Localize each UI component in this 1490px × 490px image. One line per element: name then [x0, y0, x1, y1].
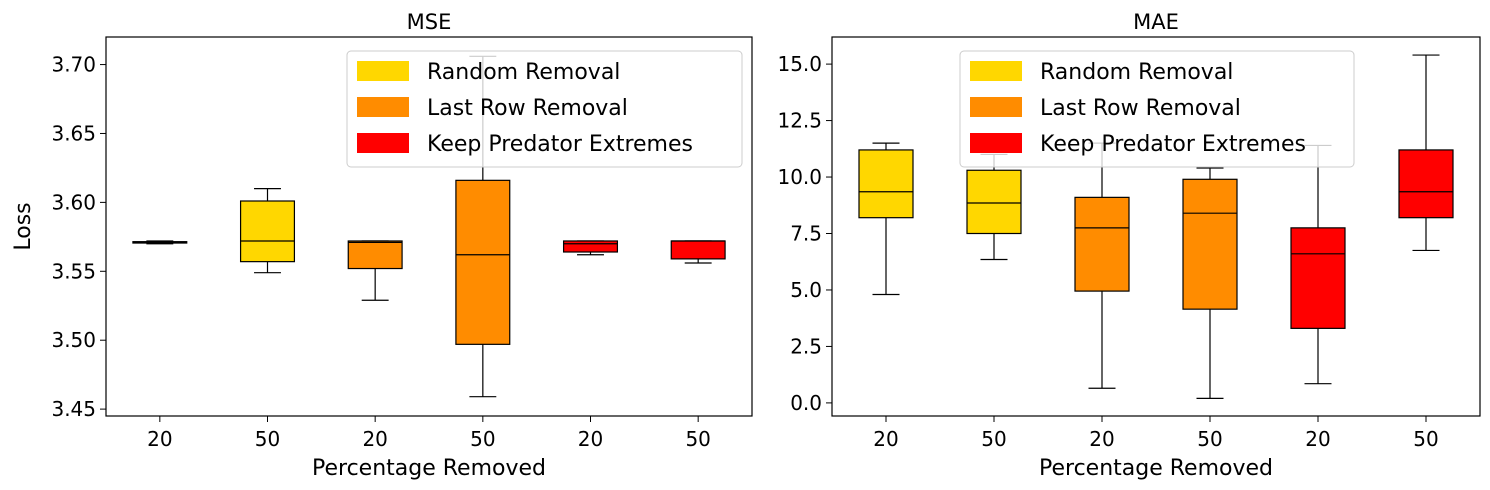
box-keep-predator-extremes-50: [670, 240, 726, 264]
y-tick-label: 12.5: [777, 109, 822, 133]
box-keep-predator-extremes-50: [1398, 54, 1454, 252]
y-tick-label: 3.55: [51, 259, 96, 283]
x-tick-label: 20: [362, 427, 387, 451]
chart-panel-mse: MSE 3.45 3.50 3.55 3.60 3.65 3.70 Loss 20 50 20 50 2…: [11, 10, 753, 481]
y-tick-label: 3.65: [51, 121, 96, 145]
box-body: [670, 240, 726, 260]
box-keep-predator-extremes-20: [1290, 144, 1346, 385]
y-tick-label: 15.0: [777, 52, 822, 76]
x-tick-label: 50: [1413, 427, 1438, 451]
y-tick-label: 3.45: [51, 397, 96, 421]
legend-swatch: [970, 61, 1022, 81]
x-tick-label: 20: [1089, 427, 1114, 451]
chart-title: MAE: [1133, 10, 1179, 34]
x-axis-label: Percentage Removed: [1039, 456, 1273, 481]
x-tick-label: 50: [255, 427, 280, 451]
x-tick-label: 20: [1305, 427, 1330, 451]
box-body: [239, 200, 296, 263]
y-tick-label: 7.5: [790, 222, 822, 246]
box-last-row-removal-50: [455, 55, 511, 398]
box-random-removal-50: [966, 153, 1022, 261]
y-tick-label: 3.70: [51, 53, 96, 77]
box-body: [966, 169, 1022, 235]
legend: Random Removal Last Row Removal Keep Preda…: [959, 50, 1355, 168]
legend-label: Random Removal: [427, 60, 620, 85]
box-last-row-removal-50: [1182, 167, 1238, 399]
legend-label: Keep Predator Extremes: [427, 132, 693, 157]
y-tick-label: 2.5: [790, 334, 822, 358]
box-last-row-removal-20: [347, 240, 403, 301]
box-body: [1398, 149, 1454, 219]
legend-label: Last Row Removal: [1040, 96, 1241, 121]
legend-swatch: [357, 61, 409, 81]
legend-label: Last Row Removal: [427, 96, 628, 121]
legend-swatch: [357, 97, 409, 117]
box-random-removal-50: [239, 188, 296, 274]
x-tick-label: 50: [685, 427, 710, 451]
y-tick-label: 3.50: [51, 328, 96, 352]
box-body: [1074, 196, 1130, 292]
x-tick-label: 20: [147, 427, 172, 451]
legend-swatch: [970, 133, 1022, 153]
x-tick-label: 50: [981, 427, 1006, 451]
legend-swatch: [970, 97, 1022, 117]
box-body: [347, 240, 403, 270]
legend-frame: [346, 50, 743, 168]
x-axis-label: Percentage Removed: [312, 456, 546, 481]
box-keep-predator-extremes-20: [562, 240, 619, 256]
box-body: [1290, 227, 1346, 329]
x-tick-label: 50: [1197, 427, 1222, 451]
legend-swatch: [357, 133, 409, 153]
chart-title: MSE: [407, 10, 452, 34]
box-last-row-removal-20: [1074, 142, 1130, 389]
x-tick-label: 20: [578, 427, 603, 451]
y-tick-label: 0.0: [790, 391, 822, 415]
box-random-removal-20: [858, 142, 914, 296]
y-tick-label: 3.60: [51, 190, 96, 214]
plot-frame: [105, 36, 753, 417]
y-tick-label: 5.0: [790, 278, 822, 302]
y-tick-label: 10.0: [777, 165, 822, 189]
x-tick-label: 20: [873, 427, 898, 451]
box-body: [1182, 178, 1238, 310]
box-body: [455, 179, 511, 345]
box-random-removal-20: [132, 240, 188, 245]
legend-label: Keep Predator Extremes: [1040, 132, 1306, 157]
legend: Random Removal Last Row Removal Keep Preda…: [346, 50, 743, 168]
legend-label: Random Removal: [1040, 60, 1233, 85]
x-tick-label: 50: [470, 427, 495, 451]
chart-panel-mae: MAE 0.0 2.5 5.0 7.5 10.0 12.5 15.0 20 50 20 50 20 50 P…: [777, 10, 1481, 481]
plot-frame: [831, 36, 1481, 417]
legend-frame: [959, 50, 1355, 168]
y-axis-label: Loss: [11, 202, 36, 250]
box-body: [858, 149, 914, 219]
box-body: [562, 240, 619, 253]
